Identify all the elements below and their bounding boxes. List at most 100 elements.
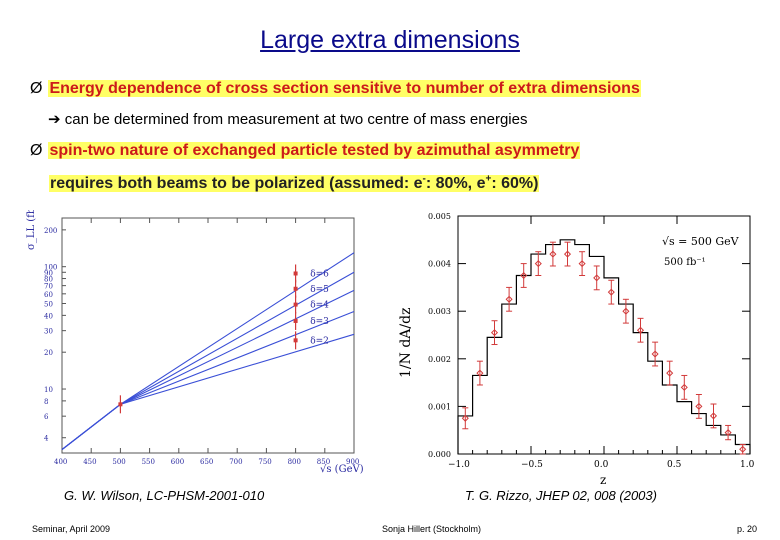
right-xtick-label: 0.0 (594, 460, 609, 470)
left-xtick-label: 800 (288, 458, 301, 466)
caption-right: T. G. Rizzo, JHEP 02, 008 (2003) (465, 488, 657, 503)
left-xtick-label: 550 (142, 458, 155, 466)
left-ytick-label: 200 (44, 227, 57, 235)
right-data-point (709, 412, 718, 420)
left-xtick-label: 400 (54, 458, 67, 466)
left-ytick-label: 70 (44, 283, 53, 291)
right-data-point (505, 295, 513, 303)
left-series-line (61, 252, 355, 451)
right-ytick-label: 0.000 (428, 450, 451, 459)
left-xtick-label: 900 (346, 458, 359, 466)
caption-left: G. W. Wilson, LC-PHSM-2001-010 (64, 488, 265, 503)
left-series-label: δ=2 (310, 336, 329, 346)
left-xtick-label: 750 (258, 458, 271, 466)
left-ytick-label: 8 (44, 398, 48, 406)
left-xtick-label: 450 (83, 458, 96, 466)
left-ytick-label: 80 (44, 276, 53, 284)
slide-title: Large extra dimensions (260, 26, 520, 54)
right-ytick-label: 0.001 (428, 402, 451, 411)
left-ytick-label: 20 (44, 349, 53, 357)
left-xtick-label: 600 (171, 458, 184, 466)
left-ytick-label: 50 (44, 301, 53, 309)
left-marker-point (293, 318, 298, 323)
right-data-point (563, 250, 572, 258)
right-data-point (622, 307, 630, 315)
requires-suffix: : 60%) (491, 175, 539, 193)
right-data-point (739, 445, 747, 453)
right-data-point (476, 369, 484, 377)
right-ytick-label: 0.003 (428, 307, 451, 316)
right-data-point (651, 350, 659, 358)
bullet-text: Energy dependence of cross section sensi… (48, 80, 641, 97)
left-marker-point (293, 271, 298, 276)
cross-section-chart: 400 450 500 550 600 650 700 750 800 850 9002001009… (26, 210, 364, 475)
left-xlabel: √s (GeV) (320, 464, 364, 475)
right-data-point (666, 369, 674, 377)
left-marker-point (293, 286, 298, 291)
right-data-point (534, 260, 542, 268)
left-series-line (61, 271, 355, 451)
arrow-icon: ➔ (48, 111, 61, 128)
footer-left: Seminar, April 2009 (32, 524, 111, 534)
right-xtick-label: 1.0 (740, 460, 755, 470)
left-series-line (61, 311, 355, 451)
right-xtick-label: −0.5 (521, 460, 543, 470)
asymmetry-chart: −1.0 −0.5 0.0 0.5 1.0 0.000 0.001 0.002 0.003 0.0… (398, 212, 755, 487)
left-ytick-label: 30 (44, 328, 53, 336)
left-series-label: δ=5 (310, 285, 329, 295)
right-xtick-label: 0.5 (667, 460, 682, 470)
right-data-point (607, 288, 615, 296)
right-data-point (578, 260, 586, 268)
left-ytick-label: 10 (44, 386, 53, 394)
right-data-point (695, 402, 703, 410)
bullet-marker: Ø (30, 142, 43, 159)
electron-minus: - (422, 174, 426, 185)
arrow-line: ➔ can be determined from measurement at … (48, 110, 527, 128)
right-ytick-label: 0.002 (428, 355, 451, 364)
left-ytick-label: 60 (44, 291, 53, 299)
arrow-line-text: can be determined from measurement at tw… (64, 111, 528, 128)
left-series-label: δ=6 (310, 269, 329, 279)
right-annot-lumi: 500 fb⁻¹ (664, 257, 706, 268)
requires-prefix: requires both beams to be polarized (ass… (50, 175, 423, 193)
right-histogram (457, 239, 751, 454)
footer-right: p. 20 (737, 524, 758, 534)
left-marker-point (293, 338, 298, 343)
bullet-text: spin-two nature of exchanged particle te… (48, 142, 581, 159)
left-ytick-label: 90 (44, 269, 53, 277)
polarization-line: requires both beams to be polarized (ass… (49, 174, 540, 193)
left-ylabel: σ_LL (fb) (26, 210, 37, 250)
left-series-label: δ=4 (310, 301, 329, 311)
right-ytick-label: 0.005 (428, 212, 451, 221)
positron-plus: + (485, 174, 492, 185)
left-xtick-label: 650 (200, 458, 213, 466)
footer-center: Sonja Hillert (Stockholm) (382, 524, 482, 534)
bullet-marker: Ø (30, 80, 43, 97)
bullet-energy-dependence: Ø Energy dependence of cross section sens… (30, 80, 641, 98)
right-xlabel: z (600, 473, 606, 487)
left-xtick-label: 500 (112, 458, 125, 466)
left-series-label: δ=3 (310, 317, 329, 327)
left-series-line (61, 333, 355, 451)
right-data-point (490, 329, 499, 337)
right-ylabel: 1/N dA/dz (398, 308, 414, 378)
requires-mid: : 80%, e (425, 175, 486, 193)
left-ytick-label: 6 (44, 413, 49, 421)
right-xtick-label: −1.0 (448, 460, 470, 470)
left-ytick-label: 100 (44, 264, 57, 272)
right-data-point (549, 250, 557, 258)
right-data-point (520, 271, 528, 280)
right-data-point (461, 414, 469, 422)
right-data-point (593, 274, 601, 282)
right-data-point (636, 326, 645, 334)
right-data-point (680, 383, 688, 391)
right-ytick-label: 0.004 (428, 260, 451, 269)
left-marker-point (293, 302, 298, 307)
right-annot-energy: √s = 500 GeV (662, 235, 740, 248)
left-ytick-label: 4 (44, 435, 49, 443)
right-data-point (724, 429, 732, 437)
left-marker-point (118, 402, 123, 407)
left-xtick-label: 700 (229, 458, 242, 466)
left-ytick-label: 40 (44, 312, 53, 320)
